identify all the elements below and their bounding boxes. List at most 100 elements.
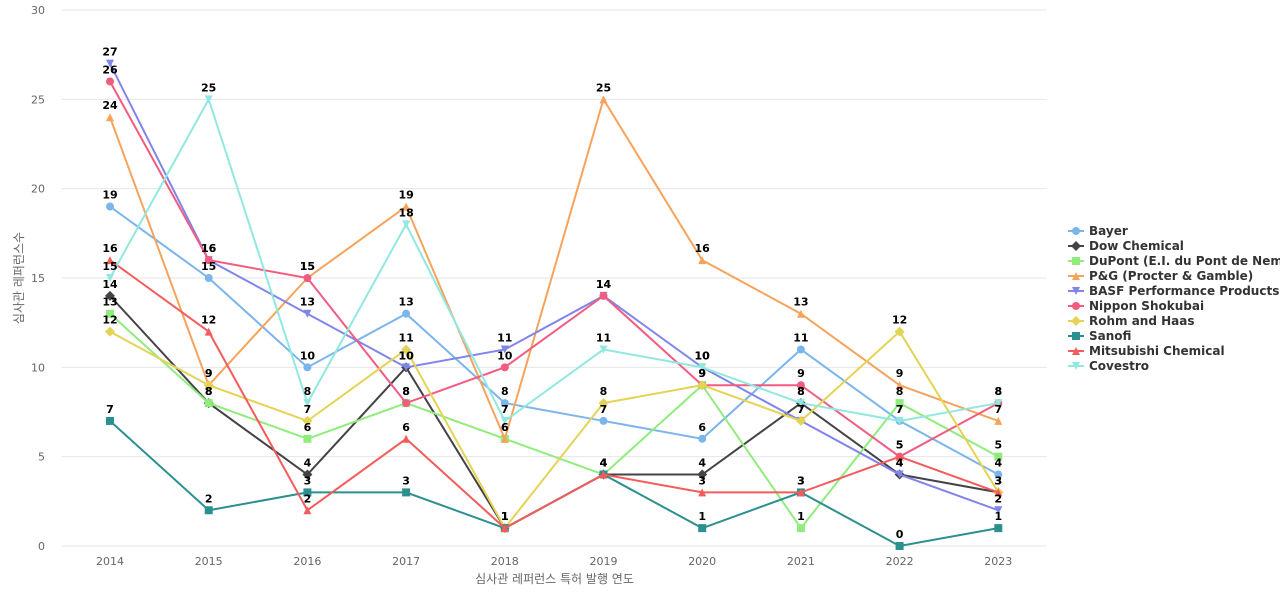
data-point xyxy=(599,95,608,104)
data-point xyxy=(106,77,114,86)
legend-item[interactable]: Sanofi xyxy=(1068,329,1131,343)
data-label: 10 xyxy=(300,349,316,362)
legend-marker xyxy=(1071,241,1081,251)
data-point xyxy=(599,470,608,479)
data-label: 1 xyxy=(994,510,1002,523)
legend-marker xyxy=(1072,287,1080,295)
y-tick-label: 0 xyxy=(38,540,45,553)
data-label: 14 xyxy=(102,278,118,291)
data-label: 7 xyxy=(896,403,904,416)
data-label: 4 xyxy=(304,457,312,470)
legend-label: DuPont (E.I. du Pont de Nem... xyxy=(1089,254,1280,268)
legend-item[interactable]: Mitsubishi Chemical xyxy=(1068,344,1225,358)
data-label: 11 xyxy=(398,331,413,344)
data-label: 7 xyxy=(501,403,509,416)
data-point xyxy=(204,327,213,336)
data-label: 24 xyxy=(102,99,118,112)
data-label: 3 xyxy=(698,474,706,487)
x-tick-label: 2014 xyxy=(96,555,124,568)
data-label: 7 xyxy=(994,403,1002,416)
data-point xyxy=(303,434,312,443)
data-label: 9 xyxy=(698,367,706,380)
data-point xyxy=(698,488,707,497)
legend-item[interactable]: P&G (Procter & Gamble) xyxy=(1068,269,1253,283)
data-point xyxy=(500,399,509,408)
data-label: 4 xyxy=(896,457,904,470)
data-point xyxy=(303,488,312,497)
data-label: 7 xyxy=(797,403,805,416)
data-point xyxy=(895,416,904,425)
series-line xyxy=(109,420,999,548)
y-tick-label: 15 xyxy=(31,272,45,285)
data-label: 14 xyxy=(596,278,612,291)
data-label: 9 xyxy=(205,367,213,380)
legend-item[interactable]: DuPont (E.I. du Pont de Nem... xyxy=(1068,254,1280,268)
data-label: 7 xyxy=(304,403,312,416)
data-label: 13 xyxy=(398,296,413,309)
data-label: 10 xyxy=(695,349,711,362)
data-label: 6 xyxy=(304,421,312,434)
data-label: 5 xyxy=(896,439,904,452)
data-point xyxy=(994,399,1003,408)
data-point xyxy=(994,452,1003,461)
x-tick-label: 2023 xyxy=(984,555,1012,568)
legend-marker xyxy=(1072,347,1080,355)
data-point xyxy=(500,434,509,443)
data-point xyxy=(500,363,509,372)
legend-item[interactable]: Bayer xyxy=(1068,224,1128,238)
data-point xyxy=(402,309,411,318)
data-point xyxy=(697,380,708,391)
data-point xyxy=(994,470,1003,479)
data-label: 15 xyxy=(300,260,315,273)
data-label: 9 xyxy=(698,367,706,380)
data-label: 16 xyxy=(102,242,118,255)
series-line xyxy=(109,259,999,530)
data-point xyxy=(698,434,707,443)
legend-item[interactable]: BASF Performance Products xyxy=(1068,284,1279,298)
data-point xyxy=(105,290,115,301)
data-label: 10 xyxy=(398,349,414,362)
legend-label: Dow Chemical xyxy=(1089,239,1184,253)
data-point xyxy=(106,274,114,282)
series-line xyxy=(109,312,999,530)
legend-item[interactable]: Nippon Shokubai xyxy=(1068,299,1204,313)
data-point xyxy=(895,452,904,461)
series-basf-performance-products xyxy=(106,59,1003,515)
data-point xyxy=(599,345,608,354)
data-label: 8 xyxy=(994,385,1002,398)
legend-label: Nippon Shokubai xyxy=(1089,299,1204,313)
data-point xyxy=(302,415,313,426)
data-label: 13 xyxy=(102,296,117,309)
y-tick-label: 10 xyxy=(31,361,45,374)
legend-marker xyxy=(1072,362,1080,370)
data-point xyxy=(203,380,214,391)
data-label: 6 xyxy=(402,421,410,434)
data-label: 16 xyxy=(201,242,217,255)
data-point xyxy=(302,469,313,480)
data-point xyxy=(402,202,411,211)
data-point xyxy=(105,326,115,337)
y-tick-label: 30 xyxy=(31,4,45,17)
legend-item[interactable]: Dow Chemical xyxy=(1068,239,1184,253)
legend-item[interactable]: Covestro xyxy=(1068,359,1149,373)
data-label: 9 xyxy=(205,367,213,380)
x-tick-label: 2016 xyxy=(293,555,321,568)
y-tick-label: 20 xyxy=(31,183,45,196)
data-point xyxy=(303,309,312,318)
data-label: 2 xyxy=(994,492,1002,505)
series-dupont-e-i-du-pont-de-nemours xyxy=(106,309,1003,533)
data-point xyxy=(500,524,509,533)
data-point xyxy=(795,415,806,426)
data-point xyxy=(598,398,609,409)
data-label: 6 xyxy=(501,421,509,434)
data-label: 11 xyxy=(793,331,808,344)
data-point xyxy=(106,309,114,318)
x-tick-label: 2018 xyxy=(491,555,519,568)
data-label: 25 xyxy=(596,81,611,94)
legend-item[interactable]: Rohm and Haas xyxy=(1068,314,1195,328)
data-label: 9 xyxy=(797,367,805,380)
data-label: 1 xyxy=(501,510,509,523)
